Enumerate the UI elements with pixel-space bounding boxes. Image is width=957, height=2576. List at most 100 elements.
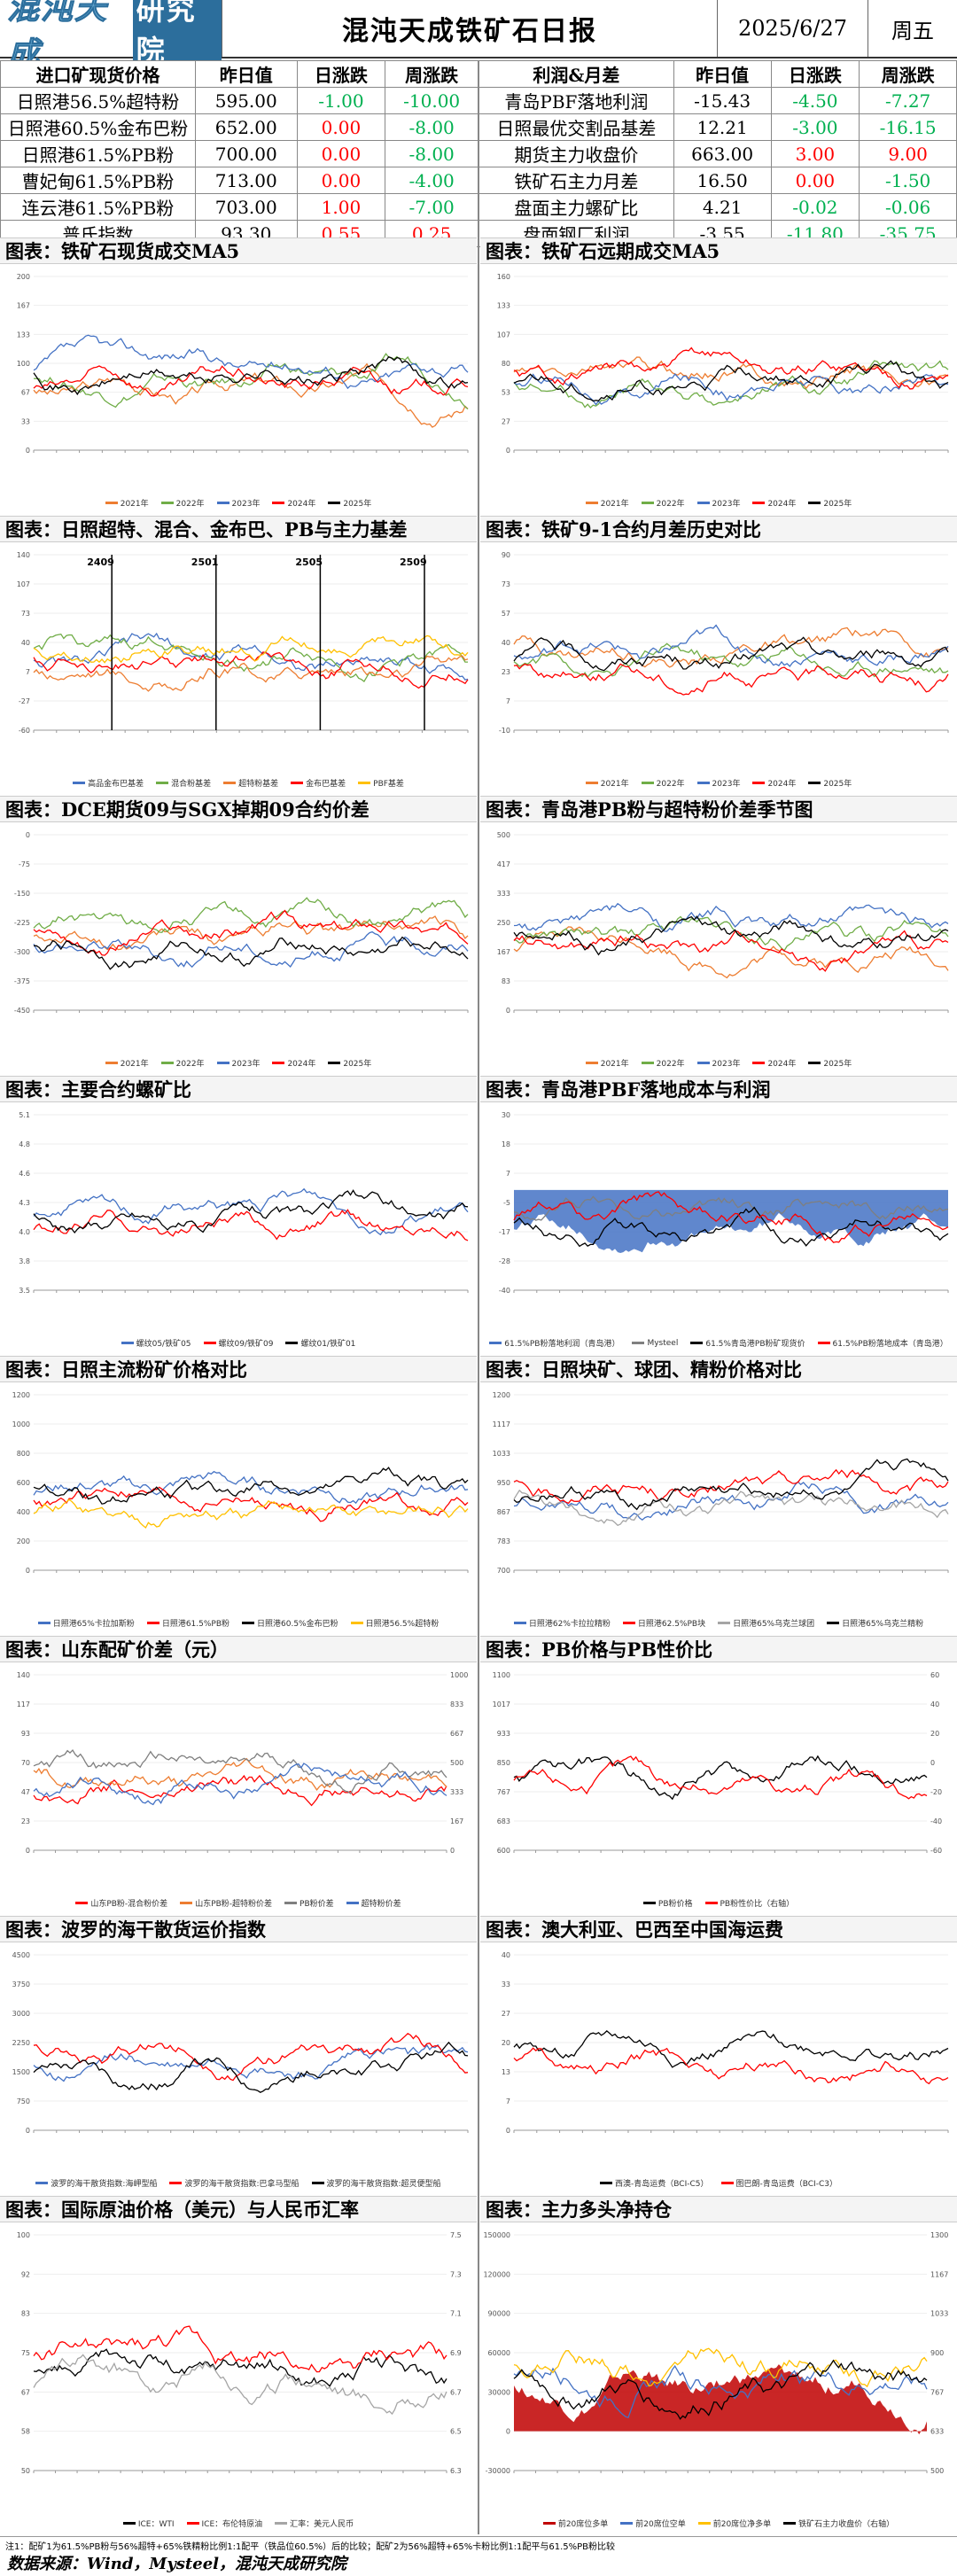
y2-tick-label: 500: [930, 2467, 944, 2475]
legend-label: 西澳-青岛运费（BCI-C5）: [615, 2180, 709, 2189]
y2-tick-label: 167: [450, 1817, 463, 1825]
chart-legend: 日照港65%卡拉加斯粉 日照港61.5%PB粉 日照港60.5%金布巴粉 日照港56.…: [0, 1617, 477, 1629]
table-row: 连云港61.5%PB粉 703.00 1.00 -7.00: [0, 193, 478, 221]
chart-panel: 图表：波罗的海干散货运价指数 0 750 1500 2250 3000 3750 4500 波罗…: [0, 1916, 477, 2192]
y-tick-label: 400: [17, 1508, 30, 1516]
legend-label: 波罗的海干散货指数:巴拿马型船: [184, 2180, 300, 2189]
legend-swatch: [73, 782, 86, 784]
chart-svg: -30000 0 30000 60000 90000 120000 150000 500 633…: [483, 2231, 948, 2475]
chart-title: 图表：日照超特、混合、金布巴、PB与主力基差: [0, 516, 477, 542]
y-tick-label: 83: [502, 977, 510, 985]
data-source: 数据来源：Wind，Mysteel，混沌天成研究院: [7, 2555, 346, 2573]
chart-panel: 图表：山东配矿价差（元） 0 23 47 70 93 117 140 0 167 333 500 667…: [0, 1636, 477, 1912]
chart-legend: 2021年 2022年 2023年 2024年 2025年: [480, 1057, 957, 1069]
y-tick-label: 100: [17, 2231, 30, 2239]
chart-panel: 图表：DCE期货09与SGX掉期09合约价差 -450 -375 -300 -225 -1…: [0, 796, 477, 1072]
row-value: 713.00: [194, 167, 298, 194]
series-line: [34, 936, 469, 970]
legend-swatch: [122, 2522, 136, 2525]
row-day-change: 0.00: [296, 113, 386, 141]
series-line: [513, 2364, 928, 2419]
y2-tick-label: 667: [450, 1730, 463, 1738]
legend-item: 2024年: [752, 1057, 796, 1069]
table-row: 曹妃甸61.5%PB粉 713.00 0.00 -4.00: [0, 167, 478, 194]
series-line: [513, 1489, 949, 1527]
table-header: 利润&月差: [478, 60, 674, 88]
chart-title: 图表：主要合约螺矿比: [0, 1076, 477, 1102]
table-header: 进口矿现货价格: [0, 60, 196, 88]
table-header: 周涨跌: [385, 60, 478, 88]
table-header: 日涨跌: [770, 60, 860, 88]
legend-item: PBF基差: [358, 777, 404, 789]
series-line: [513, 2047, 949, 2085]
legend-label: 2024年: [287, 500, 316, 509]
legend-item: 超特粉基差: [223, 777, 278, 789]
y-tick-label: 7: [506, 2097, 510, 2105]
contract-label: 2505: [295, 556, 323, 568]
y-tick-label: 57: [502, 610, 510, 618]
legend-item: 2025年: [808, 1057, 852, 1069]
legend-swatch: [160, 502, 174, 504]
legend-item: 日照港65%乌克兰精粉: [827, 1617, 923, 1629]
y-tick-label: 30000: [488, 2388, 510, 2396]
y-tick-label: 167: [17, 302, 30, 310]
legend-item: 西澳-青岛运费（BCI-C5）: [600, 2177, 709, 2189]
series-line: [33, 1749, 447, 1794]
legend-swatch: [346, 1902, 359, 1904]
y-tick-label: 800: [17, 1450, 30, 1458]
legend-item: 2025年: [328, 497, 371, 509]
legend-item: 山东PB粉-混合粉价差: [75, 1897, 167, 1909]
legend-label: 2022年: [656, 1060, 685, 1069]
legend-swatch: [328, 502, 341, 504]
series-line: [513, 360, 949, 402]
legend-item: 超特粉价差: [346, 1897, 401, 1909]
legend-label: 2023年: [712, 500, 741, 509]
y-tick-label: 4.6: [19, 1170, 30, 1178]
series-line: [513, 915, 949, 952]
legend-swatch: [620, 2522, 634, 2525]
legend-swatch: [358, 782, 371, 784]
legend-item: PB粉价格: [642, 1897, 693, 1909]
series-line: [33, 897, 469, 933]
legend-swatch: [169, 2182, 183, 2184]
y2-tick-label: 6.9: [450, 2349, 462, 2357]
chart-svg: 0 200 400 600 800 1000 1200: [12, 1391, 469, 1575]
legend-item: ICE：WTI: [122, 2518, 175, 2529]
row-name: 曹妃甸61.5%PB粉: [0, 167, 196, 194]
y-tick-label: 1200: [493, 1391, 510, 1399]
legend-item: 金布巴基差: [291, 777, 346, 789]
row-week-change: -8.00: [385, 140, 478, 167]
y2-tick-label: 40: [930, 1700, 939, 1708]
legend-label: 山东PB粉-混合粉价差: [90, 1900, 168, 1909]
row-name: 期货主力收盘价: [478, 140, 674, 167]
y-tick-label: 0: [26, 1567, 30, 1575]
legend-item: 2023年: [216, 497, 260, 509]
series-line: [33, 2041, 469, 2093]
y-tick-label: 950: [497, 1479, 510, 1487]
chart-legend: 2021年 2022年 2023年 2024年 2025年: [480, 777, 957, 789]
y-tick-label: 4.8: [19, 1140, 30, 1148]
legend-item: 前20席位空单: [620, 2518, 686, 2529]
y-tick-label: 0: [26, 1847, 30, 1855]
legend-item: 螺纹01/铁矿01: [285, 1337, 355, 1349]
legend-swatch: [585, 1062, 598, 1064]
y-tick-label: -10: [499, 727, 510, 735]
legend-label: 2024年: [287, 1060, 316, 1069]
table-header: 周涨跌: [859, 60, 957, 88]
legend-item: 前20席位多单: [542, 2518, 608, 2529]
series-line: [33, 634, 469, 664]
legend-swatch: [641, 502, 654, 504]
y-tick-label: 0: [506, 1007, 510, 1015]
legend-label: 日照港61.5%PB粉: [161, 1620, 230, 1629]
y2-tick-label: 7.5: [450, 2231, 462, 2239]
chart-body: 50 58 67 75 83 92 100 6.3 6.5 6.7 6.9 7.1 7.3 7.5 ICE：…: [0, 2222, 477, 2533]
row-name: 日照港56.5%超特粉: [0, 87, 196, 114]
y-tick-label: 50: [21, 2467, 30, 2475]
chart-body: -450 -375 -300 -225 -150 -75 0 2021年 2022年 2023年 2…: [0, 822, 477, 1072]
series-line: [513, 626, 949, 668]
legend-swatch: [186, 2522, 199, 2525]
chart-legend: 61.5%PB粉落地利润（青岛港） Mysteel 61.5%青岛港PB粉矿现货价 6…: [480, 1337, 957, 1349]
y2-tick-label: 1000: [450, 1671, 468, 1679]
y-tick-label: 500: [497, 831, 510, 839]
y-tick-label: 160: [497, 273, 510, 281]
